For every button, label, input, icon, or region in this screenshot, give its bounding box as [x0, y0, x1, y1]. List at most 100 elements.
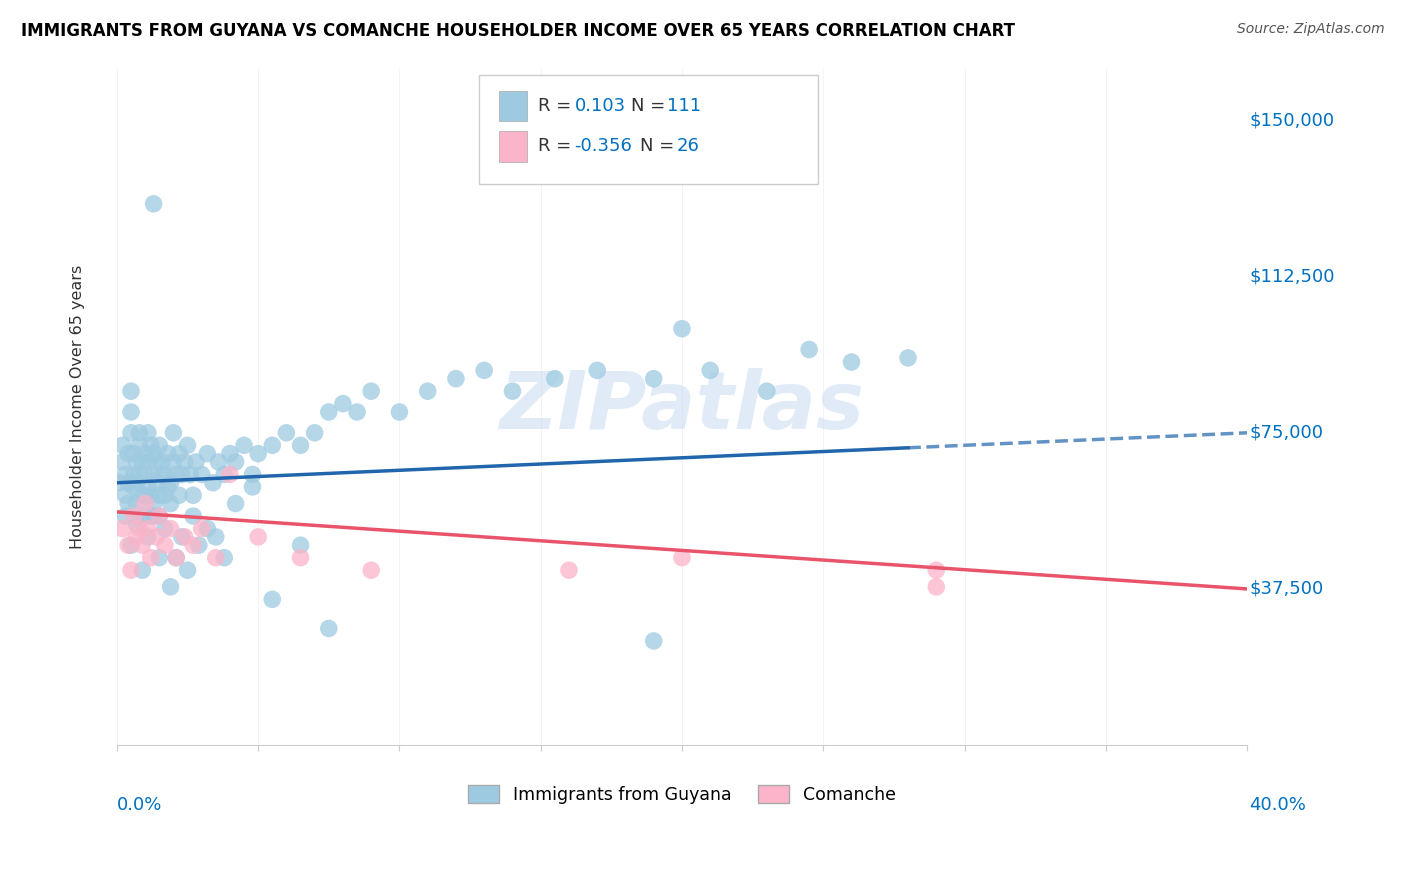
Point	[212, 550, 235, 565]
Point	[262, 438, 284, 452]
Point	[150, 467, 173, 482]
Point	[204, 550, 226, 565]
Text: 0.103: 0.103	[575, 96, 626, 115]
Point	[148, 438, 170, 452]
Point	[117, 538, 139, 552]
FancyBboxPatch shape	[499, 90, 527, 121]
Point	[332, 397, 354, 411]
Point	[262, 592, 284, 607]
Point	[159, 475, 181, 490]
Point	[145, 530, 167, 544]
Point	[167, 488, 190, 502]
Point	[159, 580, 181, 594]
Point	[153, 522, 176, 536]
Point	[136, 522, 159, 536]
Point	[897, 351, 920, 365]
Text: N =: N =	[640, 137, 681, 155]
Point	[195, 522, 218, 536]
Point	[142, 497, 165, 511]
Point	[122, 447, 145, 461]
Point	[122, 509, 145, 524]
Point	[131, 455, 153, 469]
Text: Source: ZipAtlas.com: Source: ZipAtlas.com	[1237, 22, 1385, 37]
Point	[125, 517, 148, 532]
Text: $75,000: $75,000	[1250, 424, 1323, 442]
Point	[134, 488, 156, 502]
Point	[318, 405, 340, 419]
Point	[120, 384, 142, 399]
Point	[122, 467, 145, 482]
Point	[125, 497, 148, 511]
Point	[233, 438, 256, 452]
Point	[134, 447, 156, 461]
Point	[544, 372, 567, 386]
Point	[173, 530, 195, 544]
Point	[162, 425, 184, 440]
Point	[114, 488, 136, 502]
Point	[117, 475, 139, 490]
Point	[170, 467, 193, 482]
Point	[173, 455, 195, 469]
Point	[136, 480, 159, 494]
Point	[139, 509, 162, 524]
Text: R =: R =	[538, 137, 578, 155]
Point	[148, 550, 170, 565]
Point	[139, 550, 162, 565]
Point	[128, 438, 150, 452]
Point	[176, 438, 198, 452]
Point	[111, 438, 134, 452]
Point	[162, 455, 184, 469]
Point	[207, 455, 229, 469]
Point	[165, 467, 187, 482]
Point	[671, 550, 693, 565]
Point	[925, 580, 948, 594]
Point	[181, 509, 204, 524]
Text: $150,000: $150,000	[1250, 112, 1334, 129]
Text: ZIPatlas: ZIPatlas	[499, 368, 865, 446]
Point	[501, 384, 523, 399]
Point	[360, 563, 382, 577]
Point	[148, 509, 170, 524]
Point	[699, 363, 721, 377]
Point	[134, 497, 156, 511]
Point	[225, 497, 247, 511]
Point	[159, 497, 181, 511]
Point	[136, 530, 159, 544]
Point	[201, 475, 224, 490]
Point	[117, 497, 139, 511]
Legend: Immigrants from Guyana, Comanche: Immigrants from Guyana, Comanche	[461, 778, 903, 811]
Point	[219, 467, 242, 482]
Point	[472, 363, 495, 377]
Point	[165, 550, 187, 565]
Point	[134, 467, 156, 482]
Point	[142, 197, 165, 211]
Point	[247, 447, 270, 461]
Point	[117, 447, 139, 461]
Point	[131, 488, 153, 502]
Point	[114, 509, 136, 524]
Point	[276, 425, 298, 440]
Point	[131, 538, 153, 552]
Point	[153, 467, 176, 482]
Point	[120, 425, 142, 440]
Point	[159, 522, 181, 536]
Point	[346, 405, 368, 419]
Point	[153, 538, 176, 552]
Point	[444, 372, 467, 386]
Point	[156, 480, 179, 494]
Point	[225, 455, 247, 469]
Point	[184, 455, 207, 469]
Text: IMMIGRANTS FROM GUYANA VS COMANCHE HOUSEHOLDER INCOME OVER 65 YEARS CORRELATION : IMMIGRANTS FROM GUYANA VS COMANCHE HOUSE…	[21, 22, 1015, 40]
Point	[108, 475, 131, 490]
FancyBboxPatch shape	[478, 75, 818, 184]
Point	[145, 455, 167, 469]
Point	[125, 475, 148, 490]
Point	[755, 384, 778, 399]
Point	[179, 467, 201, 482]
Point	[131, 509, 153, 524]
Text: -0.356: -0.356	[575, 137, 633, 155]
Point	[111, 522, 134, 536]
Point	[671, 322, 693, 336]
Point	[643, 372, 665, 386]
Point	[242, 467, 264, 482]
